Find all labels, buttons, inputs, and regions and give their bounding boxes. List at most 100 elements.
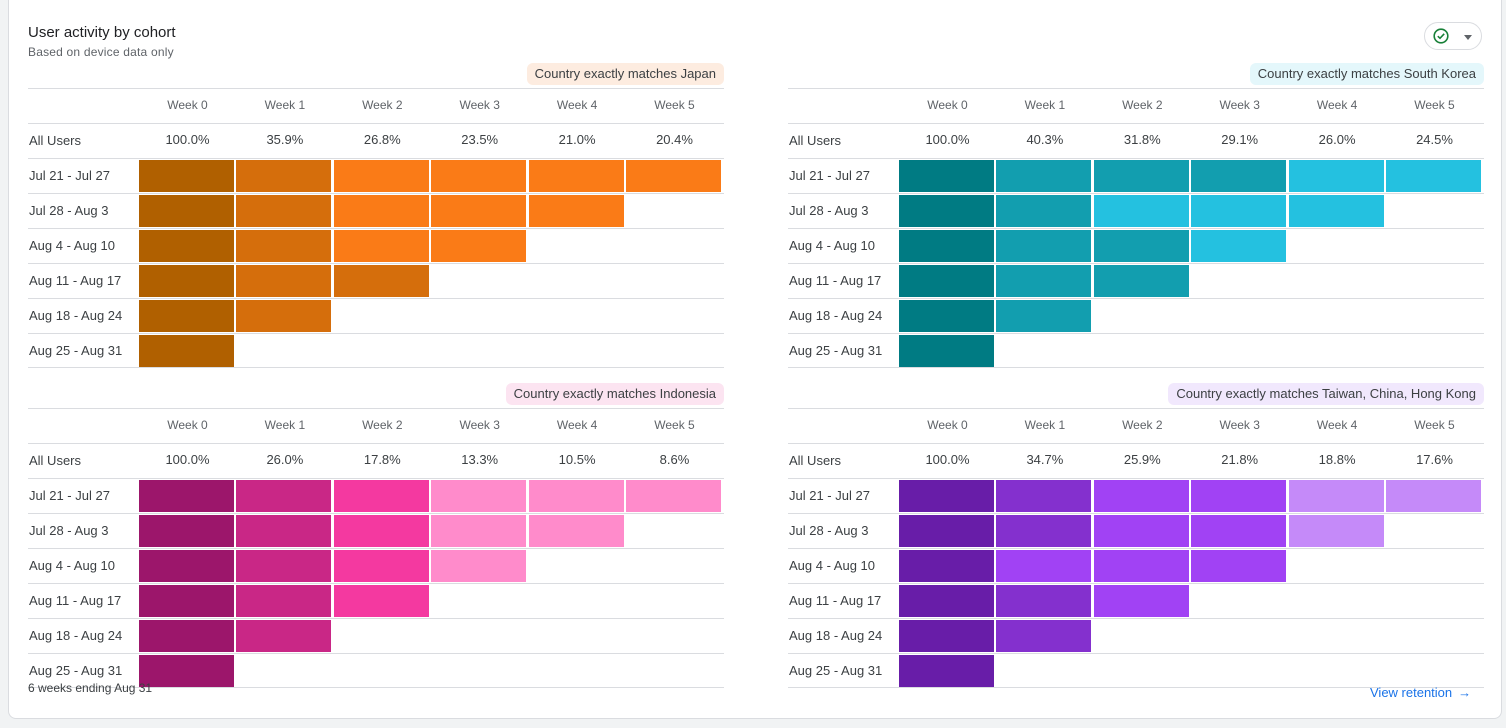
heatmap-cell[interactable] xyxy=(1093,160,1189,192)
heatmap-cell[interactable] xyxy=(1288,515,1384,547)
heatmap-cell[interactable] xyxy=(996,620,1092,652)
heatmap-cell[interactable] xyxy=(1191,230,1287,262)
heatmap-cell[interactable] xyxy=(236,265,332,297)
heatmap-cell[interactable] xyxy=(996,230,1092,262)
heatmap-cell[interactable] xyxy=(996,585,1092,617)
row-label: All Users xyxy=(29,453,82,468)
view-retention-link[interactable]: View retention → xyxy=(1370,685,1471,700)
heatmap-cell[interactable] xyxy=(333,515,429,547)
heatmap-cell[interactable] xyxy=(899,265,994,297)
heatmap-cell[interactable] xyxy=(996,550,1092,582)
heatmap-cell[interactable] xyxy=(899,230,994,262)
heatmap-cell[interactable] xyxy=(333,265,429,297)
heatmap-cell[interactable] xyxy=(139,300,234,332)
heatmap-cell[interactable] xyxy=(1386,480,1481,512)
heatmap-cell[interactable] xyxy=(1093,265,1189,297)
row-label: All Users xyxy=(29,133,82,148)
heatmap-cell[interactable] xyxy=(899,480,994,512)
heatmap-cell[interactable] xyxy=(333,230,429,262)
heatmap-cell[interactable] xyxy=(431,195,527,227)
heatmap-cell[interactable] xyxy=(1288,480,1384,512)
column-header: Week 3 xyxy=(459,98,500,112)
heatmap-cell[interactable] xyxy=(139,620,234,652)
heatmap-cell[interactable] xyxy=(236,585,332,617)
heatmap-cell[interactable] xyxy=(431,160,527,192)
heatmap-cell[interactable] xyxy=(899,160,994,192)
cohort-row: Aug 18 - Aug 24 xyxy=(28,618,724,653)
heatmap-cell[interactable] xyxy=(996,160,1092,192)
heatmap-cell[interactable] xyxy=(1093,515,1189,547)
all-users-value: 24.5% xyxy=(1416,132,1453,147)
heatmap-cell[interactable] xyxy=(333,480,429,512)
heatmap-cell[interactable] xyxy=(899,195,994,227)
heatmap-cell[interactable] xyxy=(139,585,234,617)
heatmap-cell[interactable] xyxy=(1093,585,1189,617)
heatmap-cell[interactable] xyxy=(1386,160,1481,192)
heatmap-cell[interactable] xyxy=(899,620,994,652)
heatmap-cell[interactable] xyxy=(996,265,1092,297)
heatmap-cell[interactable] xyxy=(139,160,234,192)
heatmap-cell[interactable] xyxy=(528,160,624,192)
heatmap-cell[interactable] xyxy=(1288,160,1384,192)
heatmap-cell[interactable] xyxy=(626,480,721,512)
heatmap-cell[interactable] xyxy=(1093,195,1189,227)
heatmap-cell[interactable] xyxy=(333,585,429,617)
heatmap-cell[interactable] xyxy=(333,195,429,227)
heatmap-cell[interactable] xyxy=(1093,230,1189,262)
heatmap-cell[interactable] xyxy=(996,195,1092,227)
heatmap-cell[interactable] xyxy=(899,655,994,687)
heatmap-cell[interactable] xyxy=(1191,195,1287,227)
cohort-row: Aug 11 - Aug 17 xyxy=(788,583,1484,618)
heatmap-cell[interactable] xyxy=(139,265,234,297)
heatmap-cell[interactable] xyxy=(1191,550,1287,582)
column-header: Week 0 xyxy=(167,418,208,432)
heatmap-cell[interactable] xyxy=(528,480,624,512)
data-quality-button[interactable] xyxy=(1424,22,1482,50)
cohort-row: Aug 11 - Aug 17 xyxy=(28,263,724,298)
heatmap-cell[interactable] xyxy=(899,300,994,332)
heatmap-cell[interactable] xyxy=(139,480,234,512)
heatmap-cell[interactable] xyxy=(1191,515,1287,547)
heatmap-cell[interactable] xyxy=(1288,195,1384,227)
heatmap-cell[interactable] xyxy=(333,160,429,192)
heatmap-cell[interactable] xyxy=(139,230,234,262)
heatmap-cell[interactable] xyxy=(236,515,332,547)
heatmap-cell[interactable] xyxy=(236,300,332,332)
heatmap-cell[interactable] xyxy=(899,585,994,617)
heatmap-cell[interactable] xyxy=(431,550,527,582)
heatmap-cell[interactable] xyxy=(236,160,332,192)
column-header: Week 2 xyxy=(362,98,403,112)
heatmap-cell[interactable] xyxy=(899,335,994,367)
column-header: Week 4 xyxy=(556,418,598,432)
heatmap-cell[interactable] xyxy=(1093,550,1189,582)
heatmap-cell[interactable] xyxy=(899,515,994,547)
heatmap-cell[interactable] xyxy=(996,300,1092,332)
heatmap-cell[interactable] xyxy=(528,515,624,547)
heatmap-cell[interactable] xyxy=(431,515,527,547)
cohort-label: Aug 18 - Aug 24 xyxy=(789,628,883,643)
heatmap-cell[interactable] xyxy=(139,335,234,367)
heatmap-cell[interactable] xyxy=(236,480,332,512)
heatmap-cell[interactable] xyxy=(1191,480,1287,512)
heatmap-cell[interactable] xyxy=(431,480,527,512)
heatmap-cell[interactable] xyxy=(236,195,332,227)
heatmap-cell[interactable] xyxy=(236,230,332,262)
heatmap-cell[interactable] xyxy=(139,195,234,227)
heatmap-cell[interactable] xyxy=(333,550,429,582)
heatmap-cell[interactable] xyxy=(899,550,994,582)
heatmap-cell[interactable] xyxy=(139,550,234,582)
heatmap-cell[interactable] xyxy=(1191,160,1287,192)
heatmap-cell[interactable] xyxy=(236,620,332,652)
heatmap-cell[interactable] xyxy=(139,515,234,547)
heatmap-cell[interactable] xyxy=(996,515,1092,547)
heatmap-cell[interactable] xyxy=(431,230,527,262)
heatmap-cell[interactable] xyxy=(996,480,1092,512)
heatmap-cell[interactable] xyxy=(528,195,624,227)
heatmap-cell[interactable] xyxy=(626,160,721,192)
heatmap-cell[interactable] xyxy=(1093,480,1189,512)
all-users-value: 21.8% xyxy=(1221,452,1259,467)
column-header: Week 2 xyxy=(1122,98,1163,112)
heatmap-cell[interactable] xyxy=(236,550,332,582)
heatmap-cell[interactable] xyxy=(139,655,234,687)
cohort-label: Jul 21 - Jul 27 xyxy=(789,168,870,183)
